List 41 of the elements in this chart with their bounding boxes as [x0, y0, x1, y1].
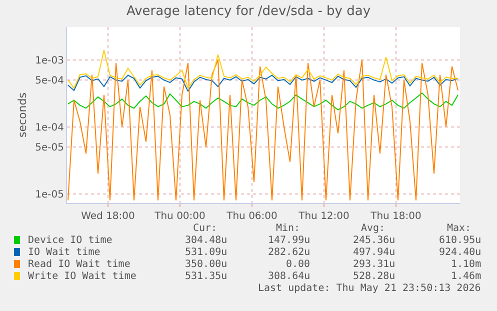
x-tick-label: Thu 18:00 [370, 211, 422, 222]
y-tick-label: 1e-04 [35, 122, 64, 134]
y-tick-label: 5e-05 [35, 142, 64, 154]
line-series [68, 50, 458, 89]
line-series [68, 59, 458, 201]
x-tick-label: Thu 00:00 [154, 211, 206, 222]
y-tick-label: 5e-04 [35, 76, 64, 87]
text: Max: [447, 223, 472, 234]
text: 497.94u [353, 247, 396, 258]
text: 924.40u [439, 247, 482, 258]
y-tick-label: 1e-03 [35, 55, 64, 66]
text: Min: [276, 223, 300, 234]
line-series [68, 74, 458, 92]
text: 528.28u [353, 271, 396, 282]
chart-title: Average latency for /dev/sda - by day [126, 4, 371, 20]
legend-label: Write IO Wait time [28, 271, 136, 282]
text: 1.10m [451, 259, 482, 270]
text: Avg: [361, 223, 386, 234]
text: 531.09u [185, 247, 228, 258]
x-tick-label: Wed 18:00 [81, 211, 135, 222]
text: 610.95u [439, 235, 482, 246]
text: 304.48u [185, 235, 228, 246]
text: 308.64u [268, 271, 310, 282]
legend-label: Read IO Wait time [28, 259, 130, 270]
line-series [68, 92, 458, 110]
text: 245.36u [353, 235, 396, 246]
x-tick-label: Thu 12:00 [298, 211, 350, 222]
y-tick-label: 1e-05 [35, 189, 64, 200]
y-axis-title: seconds [16, 92, 29, 138]
text: 0.00 [286, 259, 310, 270]
x-tick-label: Thu 06:00 [226, 211, 278, 222]
text: Cur: [193, 223, 218, 234]
legend-label: Device IO time [28, 235, 112, 246]
text: 350.00u [185, 259, 228, 270]
text: 147.99u [268, 235, 310, 246]
text: Last update: Thu May 21 23:50:13 2026 [258, 283, 481, 294]
legend-label: IO Wait time [28, 247, 100, 258]
text: 293.31u [353, 259, 396, 270]
text: 531.35u [185, 271, 228, 282]
text: 282.62u [268, 247, 310, 258]
text: 1.46m [451, 271, 482, 282]
